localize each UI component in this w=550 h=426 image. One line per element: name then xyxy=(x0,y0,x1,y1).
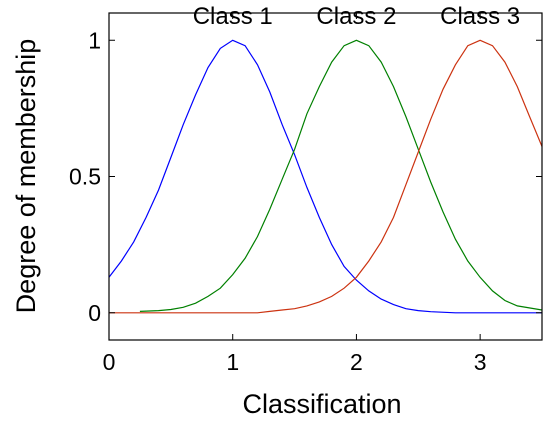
x-axis-ticks: 0 1 2 3 xyxy=(103,13,487,375)
y-axis-label: Degree of membership xyxy=(11,39,41,314)
series-line-2 xyxy=(139,39,543,312)
series-line-3 xyxy=(109,39,543,314)
annotations-layer: Class 1 Class 2 Class 3 xyxy=(193,3,520,30)
x-axis-label: Classification xyxy=(242,389,401,419)
class-annotation: Class 1 xyxy=(193,3,273,30)
class-annotation: Class 3 xyxy=(440,3,520,30)
x-tick-label: 3 xyxy=(474,349,487,375)
y-tick-label: 0.5 xyxy=(69,164,101,190)
x-tick-label: 1 xyxy=(226,349,239,375)
series-layer xyxy=(108,39,543,314)
y-tick-label: 0 xyxy=(88,300,101,326)
class-annotation: Class 2 xyxy=(316,3,396,30)
x-tick-label: 0 xyxy=(103,349,116,375)
y-tick-label: 1 xyxy=(88,27,101,53)
x-tick-label: 2 xyxy=(350,349,363,375)
y-axis-ticks: 00.51 xyxy=(69,27,542,326)
plot-background xyxy=(109,13,542,340)
series-line-1 xyxy=(108,39,542,314)
